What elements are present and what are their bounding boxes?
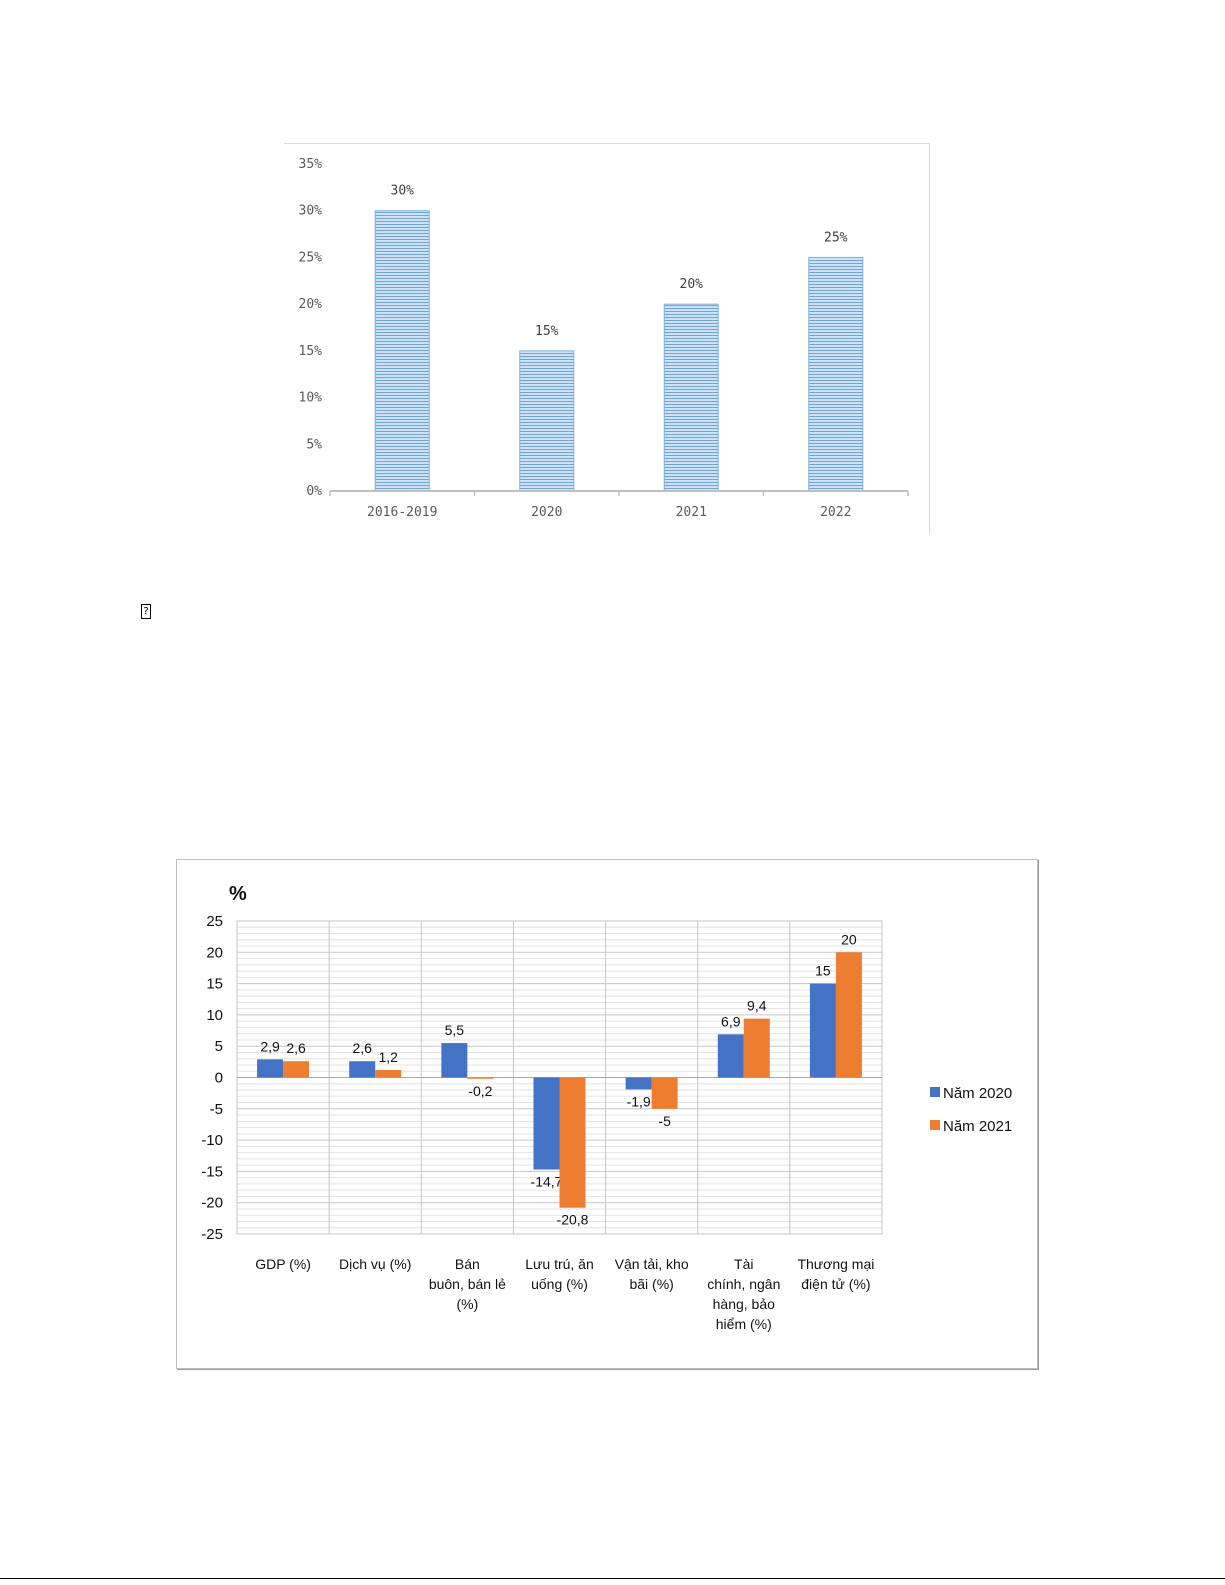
x-category-label: buôn, bán lẻ <box>429 1276 506 1292</box>
x-category-label: Thương mại <box>797 1256 874 1272</box>
x-category-label: Dịch vụ (%) <box>339 1256 411 1272</box>
y-tick-label: 5 <box>215 1038 223 1055</box>
data-label: -20,8 <box>557 1212 589 1228</box>
y-tick-label: -25 <box>201 1226 223 1243</box>
x-category-label: Lưu trú, ăn <box>525 1256 594 1272</box>
y-tick-label: 25 <box>206 913 223 930</box>
bar-series-2021 <box>835 952 862 1078</box>
legend-swatch <box>930 1120 940 1130</box>
bar-series-2020 <box>441 1043 468 1078</box>
y-tick-label: 25% <box>299 250 323 265</box>
data-label: 9,4 <box>747 998 767 1014</box>
y-tick-label: -5 <box>210 1101 223 1118</box>
y-tick-label: 10% <box>299 391 323 406</box>
x-category-label: uống (%) <box>531 1276 588 1292</box>
x-tick-label: 2022 <box>820 505 851 520</box>
data-label: 20% <box>680 277 704 292</box>
y-tick-label: 20 <box>206 944 223 961</box>
x-category-label: hiểm (%) <box>716 1316 772 1332</box>
y-tick-label: 20% <box>299 297 323 312</box>
bar-series-2020 <box>809 983 836 1078</box>
x-category-label: Vận tải, kho <box>615 1256 689 1272</box>
bar-series-2021 <box>467 1077 494 1079</box>
data-label: -5 <box>658 1113 671 1129</box>
data-label: 15% <box>535 324 559 339</box>
data-label: 30% <box>391 184 415 199</box>
bar <box>519 350 575 492</box>
bar <box>374 210 430 492</box>
x-tick-label: 2016-2019 <box>367 505 437 520</box>
bar-series-2020 <box>717 1034 744 1078</box>
x-category-label: (%) <box>456 1296 478 1312</box>
data-label: -0,2 <box>468 1083 492 1099</box>
x-category-label: Tài <box>734 1256 753 1272</box>
data-label: 2,9 <box>260 1038 280 1054</box>
y-unit-label: % <box>229 883 247 905</box>
x-category-label: GDP (%) <box>255 1256 311 1272</box>
legend-label: Năm 2021 <box>943 1118 1012 1135</box>
chart-sector-growth-svg: -25 -20 -15 -10 -5 0 5 10 15 20 25 2,9 2,6 5,5 -14,7 -1… <box>201 883 1012 1332</box>
x-tick-label: 2021 <box>676 505 707 520</box>
chart-growth-rate-svg: 0% 5% 10% 15% 20% 25% 30% 35% 30% 2016-2019 15% 202… <box>299 157 909 520</box>
bar-series-2021 <box>375 1069 402 1078</box>
bar-series-2021 <box>283 1061 310 1078</box>
x-category-label: Bán <box>455 1256 480 1272</box>
legend-swatch <box>930 1087 940 1097</box>
data-label: -14,7 <box>531 1174 563 1190</box>
x-tick-label: 2020 <box>531 505 562 520</box>
y-tick-label: 0 <box>215 1070 223 1087</box>
y-tick-label: 30% <box>299 204 323 219</box>
bar <box>808 256 864 492</box>
chart-growth-rate: 0% 5% 10% 15% 20% 25% 30% 35% 30% 2016-2019 15% 202… <box>284 143 930 534</box>
bar-series-2021 <box>559 1077 586 1208</box>
x-category-label: bãi (%) <box>629 1276 673 1292</box>
bar-series-2020 <box>349 1061 376 1078</box>
y-tick-label: 15 <box>206 976 223 993</box>
y-tick-label: 5% <box>306 437 322 452</box>
missing-glyph-box: ? <box>141 604 151 619</box>
y-tick-label: -10 <box>201 1132 223 1149</box>
data-label: 5,5 <box>445 1022 465 1038</box>
chart-sector-growth: -25 -20 -15 -10 -5 0 5 10 15 20 25 2,9 2,6 5,5 -14,7 -1… <box>176 859 1038 1369</box>
y-tick-label: 35% <box>299 157 323 172</box>
data-label: 2,6 <box>286 1040 306 1056</box>
bar-series-2020 <box>533 1077 560 1170</box>
legend-label: Năm 2020 <box>943 1085 1012 1102</box>
data-label: 1,2 <box>378 1049 398 1065</box>
data-label: 25% <box>824 230 848 245</box>
bar <box>663 303 719 492</box>
data-label: -1,9 <box>627 1093 651 1109</box>
x-category-label: điện tử (%) <box>801 1276 870 1292</box>
bar-series-2021 <box>651 1077 678 1109</box>
y-tick-label: 10 <box>206 1007 223 1024</box>
y-tick-label: 0% <box>306 484 322 499</box>
bar-series-2020 <box>257 1059 284 1078</box>
data-label: 15 <box>815 963 831 979</box>
y-tick-label: -15 <box>201 1163 223 1180</box>
bar-series-2021 <box>743 1018 770 1078</box>
x-category-label: hàng, bảo <box>713 1296 775 1312</box>
data-label: 2,6 <box>352 1040 372 1056</box>
y-tick-label: 15% <box>299 344 323 359</box>
data-label: 20 <box>841 931 857 947</box>
x-category-label: chính, ngân <box>707 1276 780 1292</box>
page-bottom-rule <box>0 1578 1225 1579</box>
data-label: 6,9 <box>721 1013 741 1029</box>
y-tick-label: -20 <box>201 1195 223 1212</box>
bar-series-2020 <box>625 1077 652 1090</box>
